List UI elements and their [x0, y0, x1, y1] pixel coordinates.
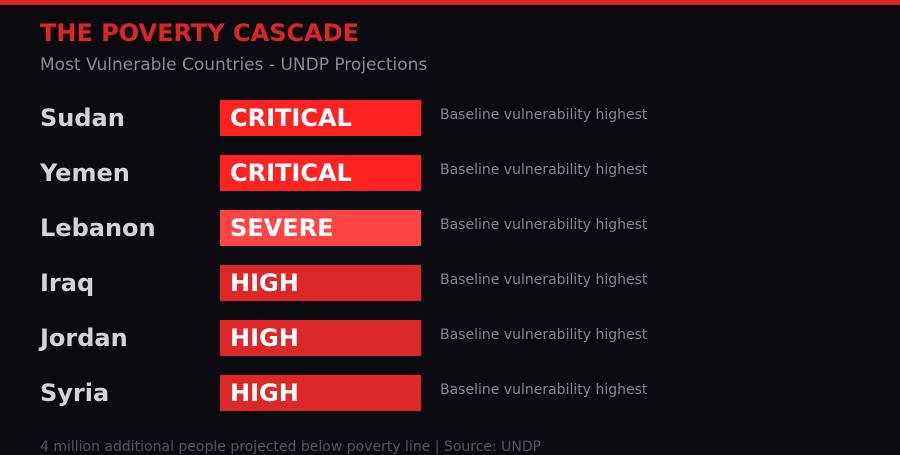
footer-source: 4 million additional people projected be… [40, 439, 542, 455]
page-title: THE POVERTY CASCADE [40, 19, 360, 47]
country-row: Jordan HIGH Baseline vulnerability highe… [0, 320, 900, 356]
country-name: Iraq [40, 269, 95, 297]
severity-label: HIGH [230, 269, 299, 297]
country-name: Yemen [40, 159, 130, 187]
country-row: Yemen CRITICAL Baseline vulnerability hi… [0, 155, 900, 191]
row-note: Baseline vulnerability highest [440, 327, 648, 343]
country-name: Lebanon [40, 214, 156, 242]
severity-label: HIGH [230, 379, 299, 407]
severity-bar: SEVERE [220, 210, 421, 246]
severity-bar: CRITICAL [220, 100, 421, 136]
country-row: Iraq HIGH Baseline vulnerability highest [0, 265, 900, 301]
severity-bar: HIGH [220, 375, 421, 411]
severity-bar: HIGH [220, 265, 421, 301]
severity-bar: CRITICAL [220, 155, 421, 191]
country-name: Jordan [40, 324, 128, 352]
row-note: Baseline vulnerability highest [440, 217, 648, 233]
country-name: Sudan [40, 104, 125, 132]
country-row: Lebanon SEVERE Baseline vulnerability hi… [0, 210, 900, 246]
country-row: Syria HIGH Baseline vulnerability highes… [0, 375, 900, 411]
severity-label: CRITICAL [230, 104, 352, 132]
severity-label: SEVERE [230, 214, 334, 242]
severity-label: HIGH [230, 324, 299, 352]
severity-label: CRITICAL [230, 159, 352, 187]
severity-bar: HIGH [220, 320, 421, 356]
row-note: Baseline vulnerability highest [440, 107, 648, 123]
row-note: Baseline vulnerability highest [440, 382, 648, 398]
country-name: Syria [40, 379, 110, 407]
country-row: Sudan CRITICAL Baseline vulnerability hi… [0, 100, 900, 136]
row-note: Baseline vulnerability highest [440, 272, 648, 288]
row-note: Baseline vulnerability highest [440, 162, 648, 178]
top-accent-bar [0, 0, 900, 5]
page-subtitle: Most Vulnerable Countries - UNDP Project… [40, 55, 428, 75]
